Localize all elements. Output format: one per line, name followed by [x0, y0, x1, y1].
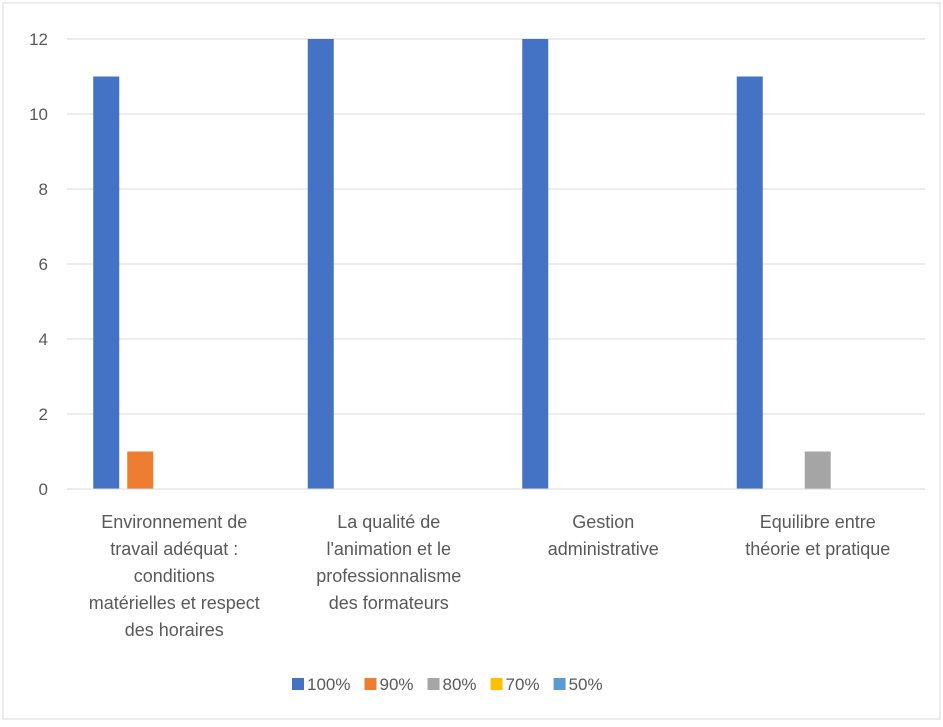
legend-swatch — [553, 678, 566, 690]
legend-swatch — [427, 678, 440, 690]
legend-label: 70% — [506, 675, 540, 694]
legend-label: 100% — [307, 675, 350, 694]
bar-80pct-4 — [804, 451, 831, 489]
legend-swatch — [292, 678, 304, 690]
x-axis: Environnement de travail adéquat : conditi… — [89, 512, 891, 640]
y-tick-label: 12 — [29, 30, 48, 49]
gridlines — [67, 38, 925, 415]
legend-swatch — [490, 678, 503, 690]
legend-swatch — [364, 678, 377, 690]
bar-100pct-3 — [522, 39, 549, 489]
y-tick-label: 6 — [39, 255, 48, 274]
bar-100pct-1 — [93, 76, 120, 489]
bars — [93, 39, 831, 489]
x-tick-label: Equilibre entre théorie et pratique — [745, 512, 890, 559]
y-tick-label: 2 — [39, 405, 48, 424]
y-tick-label: 0 — [39, 480, 48, 499]
y-tick-label: 8 — [39, 180, 48, 199]
y-tick-label: 4 — [39, 330, 48, 349]
legend: 100% 90% 80% 70% 50% — [292, 675, 603, 694]
y-axis: 0 2 4 6 8 10 12 — [29, 30, 48, 499]
y-tick-label: 10 — [29, 105, 48, 124]
x-tick-label: Gestion administrative — [548, 512, 659, 559]
bar-100pct-2 — [307, 39, 334, 489]
x-tick-label: La qualité de l'animation et le profession… — [316, 512, 461, 613]
legend-label: 80% — [443, 675, 477, 694]
legend-label: 50% — [569, 675, 603, 694]
x-tick-label: Environnement de travail adéquat : conditi… — [89, 512, 260, 640]
bar-100pct-4 — [736, 76, 763, 489]
legend-label: 90% — [379, 675, 413, 694]
bar-90pct-1 — [127, 451, 154, 489]
